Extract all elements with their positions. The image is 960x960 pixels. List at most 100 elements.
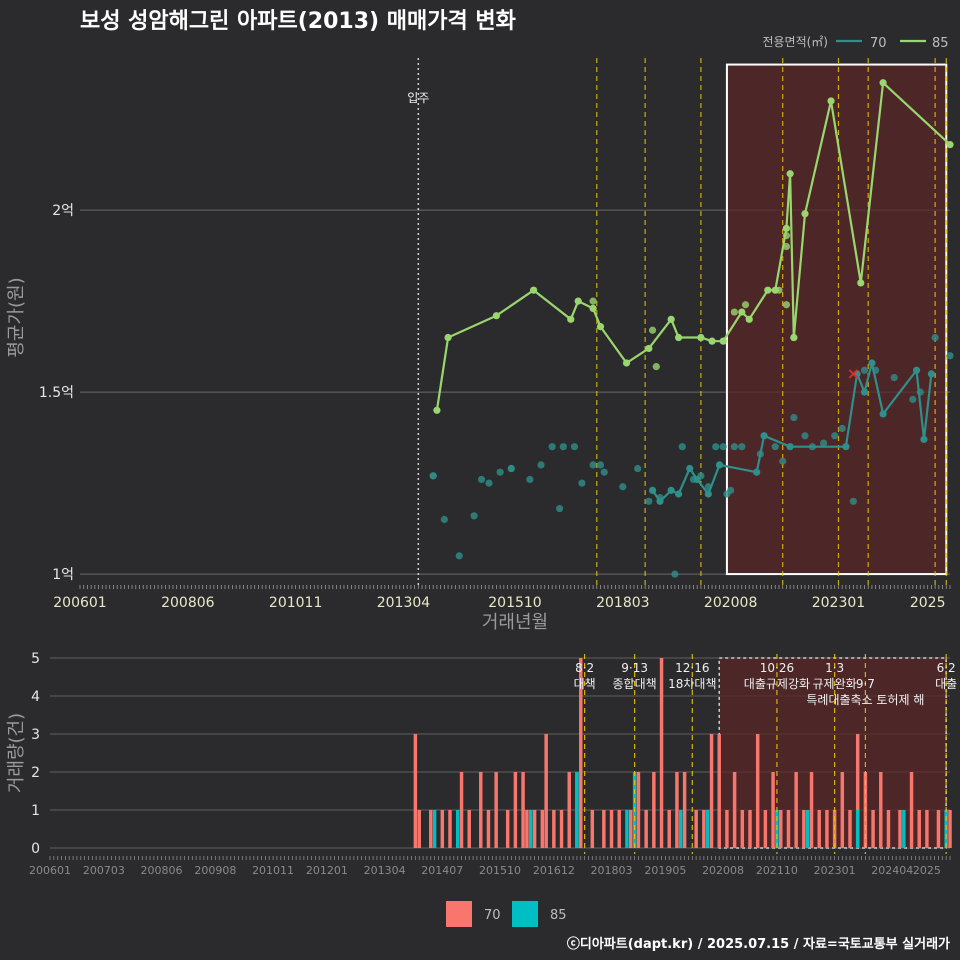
point-70 [693, 475, 701, 484]
vol-bar-85 [902, 810, 906, 848]
vol-bar-70 [917, 810, 921, 848]
vol-bar-70 [825, 810, 829, 848]
vol-bar-70 [855, 734, 860, 848]
vol-x-tick-label-5: 201201 [306, 864, 348, 877]
point-70 [440, 515, 448, 524]
vol-bar-85 [855, 810, 860, 848]
chart-title: 보성 성암해그린 아파트(2013) 매매가격 변화 [80, 9, 516, 34]
point-70 [879, 410, 887, 418]
vol-y-tick-label-3: 3 [31, 727, 40, 743]
point-85 [697, 333, 705, 342]
point-70 [920, 435, 928, 444]
policy-label-3: 대출규제강화 [744, 677, 810, 691]
policy-label-5: 특례대출축소 토허제 해 [806, 693, 924, 707]
point-70 [730, 443, 738, 451]
point-70 [648, 486, 657, 494]
point-85 [492, 312, 501, 320]
vol-bar-70 [763, 810, 768, 848]
point-70 [548, 443, 556, 451]
y-axis-title: 평균가(원) [6, 277, 27, 357]
policy-date-0: 8·2 [575, 661, 594, 675]
point-70 [868, 359, 876, 367]
price-legend: 전용면적(㎡) 70 85 [762, 35, 948, 51]
point-70 [860, 388, 869, 396]
y-tick-label-1: 1.5억 [39, 385, 74, 401]
vol-x-tick-label-3: 200908 [194, 864, 236, 877]
vol-x-tick-label-16: 2025 [913, 864, 941, 877]
point-85 [589, 304, 597, 313]
point-70 [429, 472, 437, 480]
vol-bar-70 [629, 810, 633, 848]
point-70 [909, 395, 917, 403]
vol-bar-70 [602, 810, 606, 848]
policy-date-5: 9·7 [856, 677, 875, 691]
point-85 [444, 333, 452, 342]
vol-bar-70 [494, 772, 498, 848]
point-70 [556, 504, 564, 513]
point-70 [686, 464, 694, 473]
vol-bar-85 [529, 810, 533, 848]
vol-bar-70 [694, 810, 698, 848]
vol-bar-70 [886, 810, 891, 848]
point-70 [671, 570, 679, 578]
vol-bar-70 [709, 734, 714, 848]
red-x-marker [848, 369, 858, 379]
vol-bar-70 [809, 772, 814, 848]
vol-y-axis-title: 거래량(건) [6, 713, 27, 793]
x-tick-label-0: 200601 [53, 595, 106, 611]
vol-bar-70 [659, 658, 664, 848]
vol-x-tick-label-13: 202110 [756, 864, 798, 877]
vol-bar-70 [840, 772, 845, 848]
point-85 [946, 141, 954, 149]
policy-date-2: 12·16 [675, 661, 709, 675]
point-70 [596, 461, 605, 469]
vol-bar-70 [486, 810, 491, 848]
point-85 [790, 333, 798, 342]
point-85 [596, 322, 605, 331]
point-70 [912, 366, 921, 374]
point-85 [652, 363, 660, 371]
point-85 [782, 242, 791, 251]
point-85 [674, 333, 683, 342]
vol-x-tick-label-0: 200601 [29, 864, 71, 877]
point-70 [570, 443, 579, 451]
point-70 [790, 413, 798, 422]
vol-bar-70 [429, 810, 433, 848]
point-70 [496, 468, 504, 476]
vol-bar-70 [513, 772, 518, 848]
point-85 [764, 286, 772, 294]
policy-date-3: 10·26 [760, 661, 794, 675]
vol-bar-70 [559, 810, 564, 848]
point-70 [715, 461, 724, 469]
point-70 [838, 424, 846, 433]
policy-date-4: 1·3 [825, 661, 844, 675]
vol-y-tick-label-2: 2 [31, 765, 40, 781]
point-85 [738, 308, 746, 316]
vol-bar-70 [505, 810, 510, 848]
point-85 [574, 297, 582, 305]
vol-bar-70 [413, 734, 418, 848]
vol-bar-70 [702, 810, 706, 848]
point-85 [741, 301, 750, 309]
vol-y-tick-label-1: 1 [31, 803, 40, 819]
point-85 [529, 286, 538, 294]
point-70 [645, 497, 653, 505]
x-tick-label-5: 201803 [596, 595, 649, 611]
point-70 [753, 468, 761, 476]
point-85 [567, 315, 575, 323]
vol-bar-70 [636, 772, 641, 848]
vol-legend-label-70: 70 [484, 908, 501, 923]
vol-bar-85 [625, 810, 629, 848]
point-70 [849, 497, 857, 505]
y-tick-label-0: 1억 [52, 567, 74, 583]
vol-x-tick-label-8: 201510 [479, 864, 521, 877]
point-85 [708, 337, 716, 345]
vol-bar-85 [432, 810, 437, 848]
vol-bar-85 [805, 810, 810, 848]
vol-bar-70 [779, 810, 783, 848]
vol-bar-70 [755, 734, 760, 848]
vol-bar-70 [479, 772, 483, 848]
point-85 [857, 279, 865, 287]
point-85 [730, 308, 738, 316]
